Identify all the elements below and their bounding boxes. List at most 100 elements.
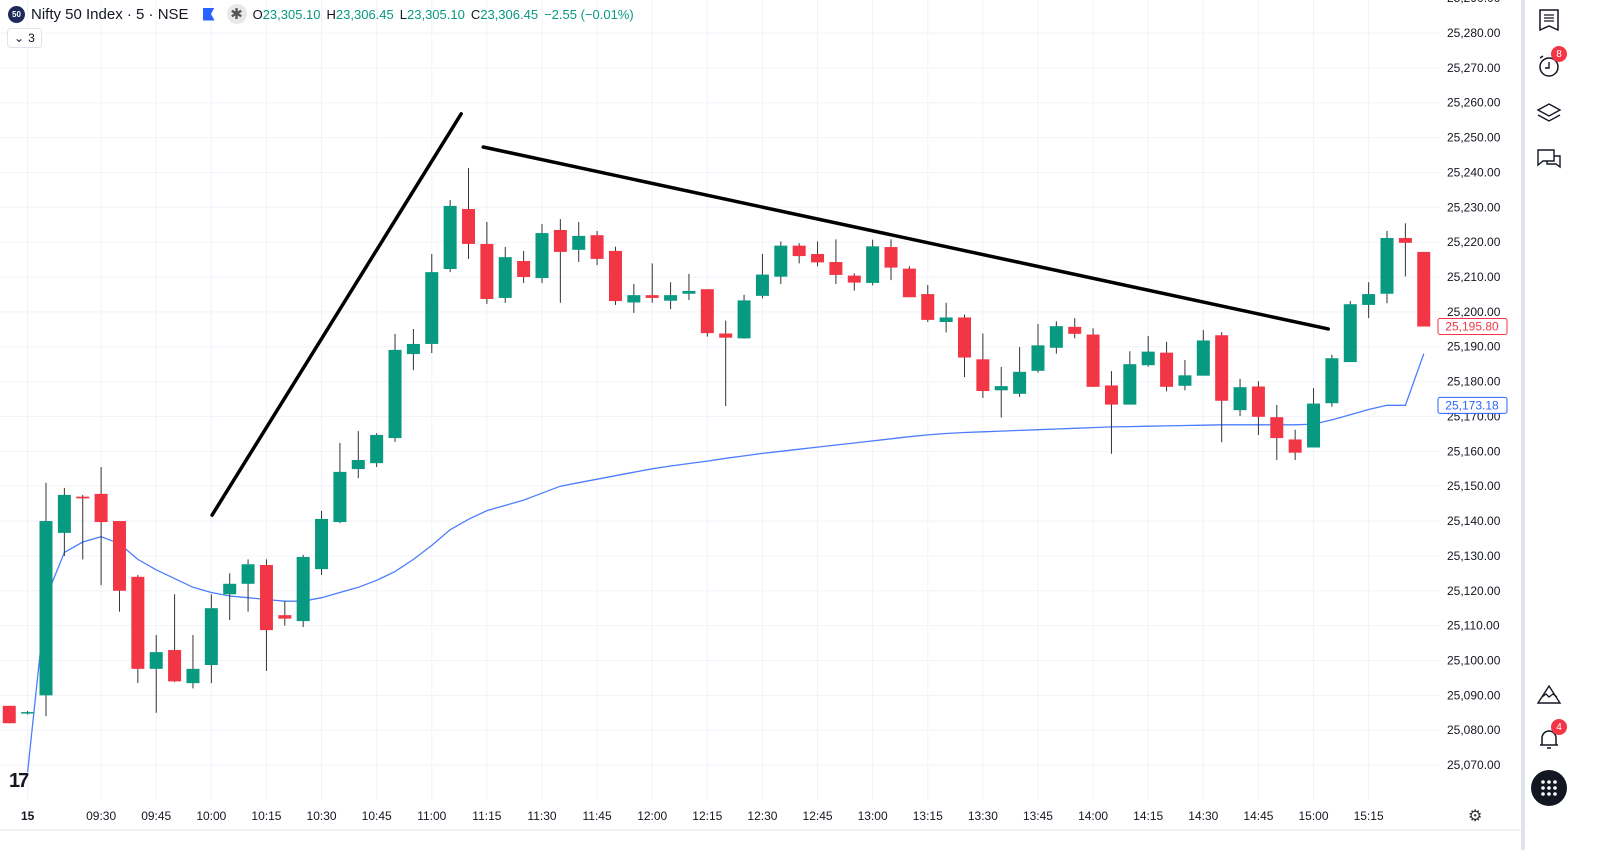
tradingview-logo[interactable]: 17 — [9, 770, 29, 792]
candle-body — [774, 245, 788, 277]
candle — [1160, 341, 1174, 392]
price-chart[interactable]: 25,070.00 25,080.00 25,090.00 25,100.00 25,1… — [0, 0, 1521, 850]
candle-body — [296, 556, 310, 622]
x-tick-label: 10:00 — [196, 809, 226, 823]
ohlc-values: O23,305.10 H23,306.45 L23,305.10 C23,306… — [253, 7, 634, 22]
candle-body — [866, 246, 880, 283]
candle — [351, 431, 365, 479]
price-label-text: 25,195.80 — [1445, 320, 1499, 334]
x-tick-label: 11:30 — [527, 809, 556, 823]
candle — [1141, 335, 1155, 367]
y-tick-label: 25,180.00 — [1447, 375, 1501, 389]
candle-body — [1178, 375, 1192, 386]
y-tick-label: 25,210.00 — [1447, 270, 1501, 284]
candle — [627, 283, 641, 313]
candle-body — [498, 257, 512, 298]
candle-body — [590, 235, 604, 259]
candle — [425, 254, 439, 354]
candle — [921, 285, 935, 322]
candle — [296, 554, 310, 628]
candle-body — [572, 235, 586, 250]
candle-body — [223, 583, 237, 595]
y-tick-label: 25,230.00 — [1447, 200, 1501, 214]
candle-body — [939, 317, 953, 322]
candle — [1215, 332, 1229, 443]
candle — [149, 635, 163, 713]
candle — [535, 224, 549, 283]
y-tick-label: 25,160.00 — [1447, 444, 1501, 458]
candle-body — [241, 564, 255, 584]
candle-body — [811, 254, 825, 263]
alarm-clock-icon[interactable]: 8 — [1535, 46, 1567, 80]
candle — [572, 221, 586, 263]
x-tick-label: 13:00 — [858, 809, 888, 823]
candle — [278, 601, 292, 626]
asterisk-icon[interactable]: ✱ — [226, 4, 247, 24]
symbol-title[interactable]: Nifty 50 Index · 5 · NSE — [31, 5, 189, 23]
y-tick-label: 25,150.00 — [1447, 479, 1501, 493]
candle-body — [517, 260, 531, 278]
layers-icon[interactable] — [1535, 99, 1563, 127]
x-tick-label: 11:00 — [417, 809, 446, 823]
candle-body — [443, 205, 457, 270]
x-tick-label: 14:15 — [1133, 809, 1163, 823]
close-value: 23,306.45 — [480, 6, 539, 22]
candle — [333, 442, 347, 524]
candle-body — [958, 317, 971, 358]
candle-body — [351, 460, 365, 470]
chat-icon[interactable] — [1535, 146, 1563, 174]
chevron-down-icon: ⌄ — [14, 31, 25, 45]
candle — [204, 594, 218, 684]
candle — [76, 494, 90, 560]
candle-body — [1031, 345, 1045, 371]
x-tick-label: 14:45 — [1243, 809, 1273, 823]
candle — [370, 433, 384, 468]
candle — [976, 333, 990, 398]
candle — [608, 246, 622, 305]
y-tick-label: 25,130.00 — [1447, 549, 1501, 563]
x-tick-label: 12:15 — [692, 809, 722, 823]
candle-body — [792, 245, 806, 257]
candle — [1086, 328, 1100, 387]
candle — [1325, 354, 1339, 407]
candle-body — [2, 705, 16, 724]
candle-body — [700, 289, 714, 334]
watchlist-icon[interactable] — [1535, 6, 1563, 34]
candle-body — [1086, 334, 1100, 387]
candle-body — [1049, 326, 1063, 348]
candle-body — [719, 333, 733, 338]
y-tick-label: 25,100.00 — [1447, 653, 1501, 667]
x-tick-label: 11:15 — [472, 809, 501, 823]
candle-body — [315, 518, 329, 570]
price-label: 25,173.18 — [1437, 396, 1508, 414]
candle — [811, 241, 825, 267]
indicators-toggle-button[interactable]: ⌄ 3 — [7, 28, 42, 48]
candle — [241, 559, 255, 612]
change-value: −2.55 (−0.01%) — [544, 6, 634, 22]
gear-icon[interactable]: ⚙ — [1468, 808, 1483, 825]
candle-body — [168, 650, 182, 682]
y-tick-label: 25,250.00 — [1447, 131, 1501, 145]
candle — [755, 254, 769, 299]
candle-body — [462, 209, 476, 244]
candle-body — [884, 247, 898, 268]
x-tick-label: 13:45 — [1023, 809, 1053, 823]
price-label-box — [1437, 396, 1508, 414]
candle — [719, 320, 733, 407]
candle-body — [425, 272, 439, 344]
candle-body — [131, 576, 145, 669]
candle-body — [553, 229, 567, 252]
candle — [388, 333, 402, 442]
candle-body — [186, 668, 200, 684]
candle — [1362, 282, 1376, 319]
y-tick-label: 25,240.00 — [1447, 165, 1501, 179]
ideas-icon[interactable] — [1535, 680, 1563, 708]
bell-icon[interactable]: 4 — [1535, 719, 1567, 753]
y-tick-label: 25,080.00 — [1447, 723, 1501, 737]
apps-grid-icon[interactable] — [1531, 770, 1567, 806]
candle-body — [1343, 304, 1357, 363]
symbol-legend: 50 Nifty 50 Index · 5 · NSE ✱ O23,305.10… — [8, 4, 634, 24]
flag-icon[interactable] — [202, 7, 215, 21]
candle-body — [976, 359, 990, 392]
candle — [866, 239, 880, 286]
